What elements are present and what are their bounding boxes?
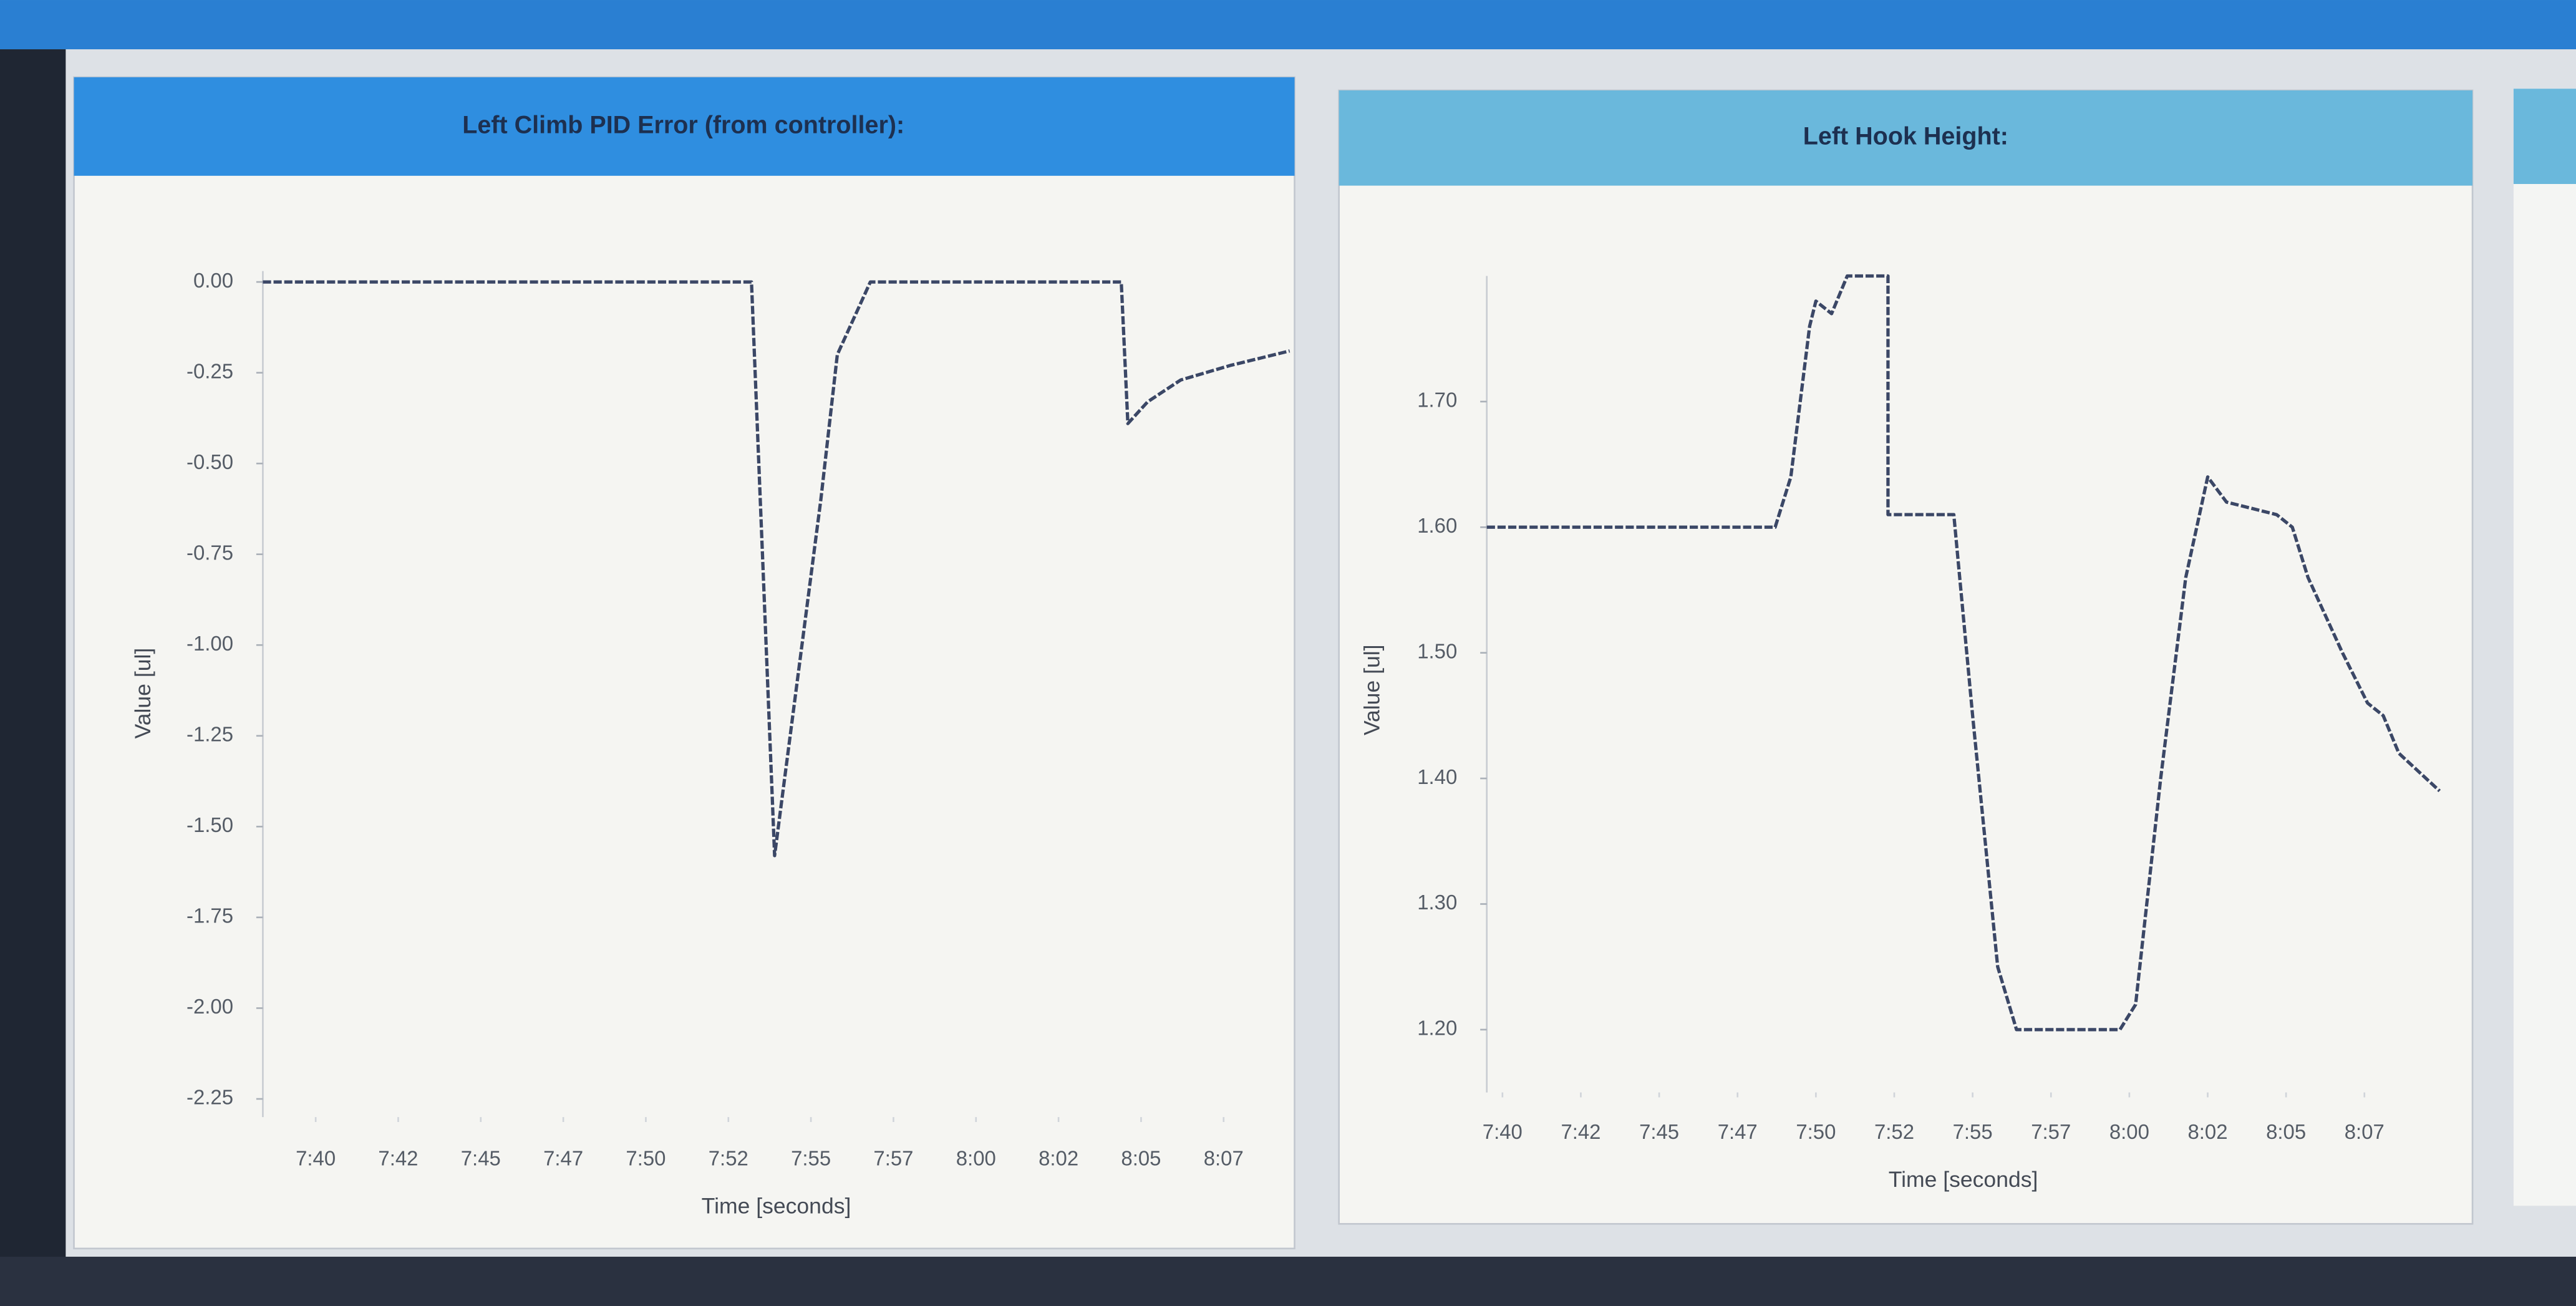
- data-line: [263, 280, 1290, 858]
- x-tick-label: 7:47: [1718, 1120, 1758, 1143]
- x-tick-label: 7:40: [296, 1146, 336, 1169]
- x-tick-label: 8:00: [956, 1146, 996, 1169]
- x-tick-label: 8:07: [2345, 1120, 2385, 1143]
- x-tick-label: 7:50: [626, 1146, 666, 1169]
- panel-body: [1338, 89, 2474, 1225]
- y-tick-label: -1.50: [186, 813, 233, 836]
- x-tick-label: 7:42: [1561, 1120, 1600, 1143]
- x-tick-label: 7:57: [2031, 1120, 2071, 1143]
- x-tick-label: 7:52: [1874, 1120, 1914, 1143]
- y-tick-label: 1.60: [1417, 514, 1457, 537]
- partial-panel-header: [2513, 89, 2576, 185]
- x-tick-label: 7:52: [709, 1146, 748, 1169]
- x-tick-label: 7:45: [1639, 1120, 1679, 1143]
- x-tick-label: 8:05: [2266, 1120, 2306, 1143]
- y-tick-label: -0.25: [186, 359, 233, 382]
- panel-body: [73, 76, 1295, 1250]
- y-tick-label: -1.00: [186, 632, 233, 655]
- x-tick-label: 7:57: [873, 1146, 913, 1169]
- x-tick-label: 7:45: [461, 1146, 501, 1169]
- x-tick-label: 7:50: [1796, 1120, 1836, 1143]
- panel: Left Hook Height: 1.20 1.30 1.40 1.50 1.60 1.7…: [1338, 89, 2474, 1225]
- partial-panel: [2513, 89, 2576, 1206]
- x-tick-label: 8:07: [1204, 1146, 1244, 1169]
- y-axis-label: Value [ul]: [1359, 644, 1384, 735]
- data-line: [1486, 274, 2441, 1032]
- screen-bezel: [0, 49, 66, 1306]
- x-tick-label: 7:55: [1953, 1120, 1993, 1143]
- y-tick-label: 1.50: [1417, 639, 1457, 662]
- y-tick-label: -1.25: [186, 723, 233, 746]
- x-tick-label: 7:55: [791, 1146, 831, 1169]
- tab-bar: [0, 0, 2576, 50]
- x-tick-label: 7:42: [378, 1146, 418, 1169]
- x-tick-label: 8:02: [1039, 1146, 1078, 1169]
- chart-title: Left Hook Height:: [1803, 123, 2008, 150]
- y-tick-label: 1.40: [1417, 765, 1457, 788]
- y-axis-label: Value [ul]: [130, 648, 155, 739]
- y-tick-label: 1.30: [1417, 891, 1457, 914]
- x-tick-label: 8:00: [2109, 1120, 2149, 1143]
- x-tick-label: 8:02: [2187, 1120, 2227, 1143]
- panel-header: [74, 77, 1295, 176]
- y-tick-label: 0.00: [193, 269, 233, 292]
- x-axis-label: Time [seconds]: [702, 1193, 851, 1218]
- y-tick-label: 1.70: [1417, 389, 1457, 412]
- x-axis-label: Time [seconds]: [1889, 1167, 2038, 1192]
- status-bar: [0, 1256, 2576, 1306]
- y-tick-label: -2.25: [186, 1086, 233, 1109]
- y-tick-label: 1.20: [1417, 1017, 1457, 1040]
- panel: Left Climb PID Error (from controller): 0…: [73, 76, 1295, 1250]
- panel-header: [1339, 90, 2473, 186]
- y-tick-label: -2.00: [186, 995, 233, 1018]
- y-tick-label: -1.75: [186, 904, 233, 927]
- y-tick-label: -0.75: [186, 541, 233, 564]
- x-tick-label: 8:05: [1121, 1146, 1161, 1169]
- chart-title: Left Climb PID Error (from controller):: [462, 111, 904, 138]
- x-tick-label: 7:47: [543, 1146, 583, 1169]
- y-tick-label: -0.50: [186, 450, 233, 473]
- x-tick-label: 7:40: [1483, 1120, 1523, 1143]
